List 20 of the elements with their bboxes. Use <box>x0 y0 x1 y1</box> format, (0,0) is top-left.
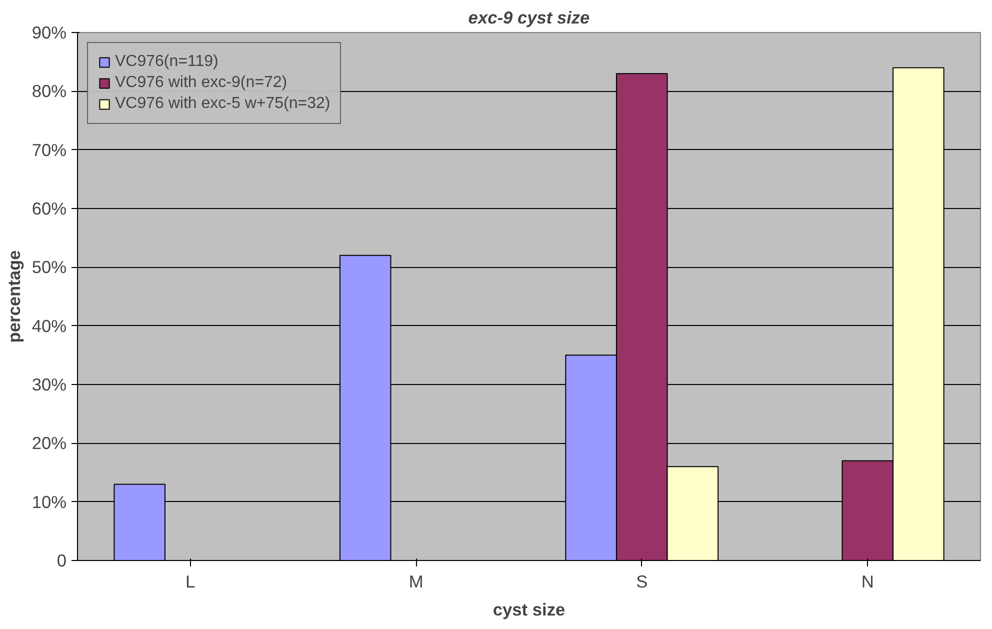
legend-label: VC976 with exc-5 w+75(n=32) <box>115 95 330 113</box>
y-tick-label: 0 <box>56 550 67 570</box>
legend-label: VC976 with exc-9(n=72) <box>115 74 288 92</box>
y-tick-label: 70% <box>32 140 67 160</box>
y-tick-label: 90% <box>32 22 67 42</box>
x-tick-label: S <box>636 572 648 592</box>
y-tick-label: 30% <box>32 374 67 394</box>
y-tick-label: 10% <box>32 492 67 512</box>
y-axis-title: percentage <box>4 250 24 343</box>
x-tick-label: N <box>861 572 874 592</box>
y-tick-label: 20% <box>32 433 67 454</box>
x-tick-label: L <box>186 572 196 592</box>
legend-label: VC976(n=119) <box>115 53 218 71</box>
y-tick-label: 60% <box>32 198 67 218</box>
x-axis-title: cyst size <box>492 600 566 620</box>
y-tick-label: 50% <box>32 257 67 278</box>
chart-title: exc-9 cyst size <box>468 8 590 28</box>
x-tick-label: M <box>408 572 424 592</box>
y-tick-label: 80% <box>32 81 67 102</box>
y-tick-label: 40% <box>32 316 67 336</box>
